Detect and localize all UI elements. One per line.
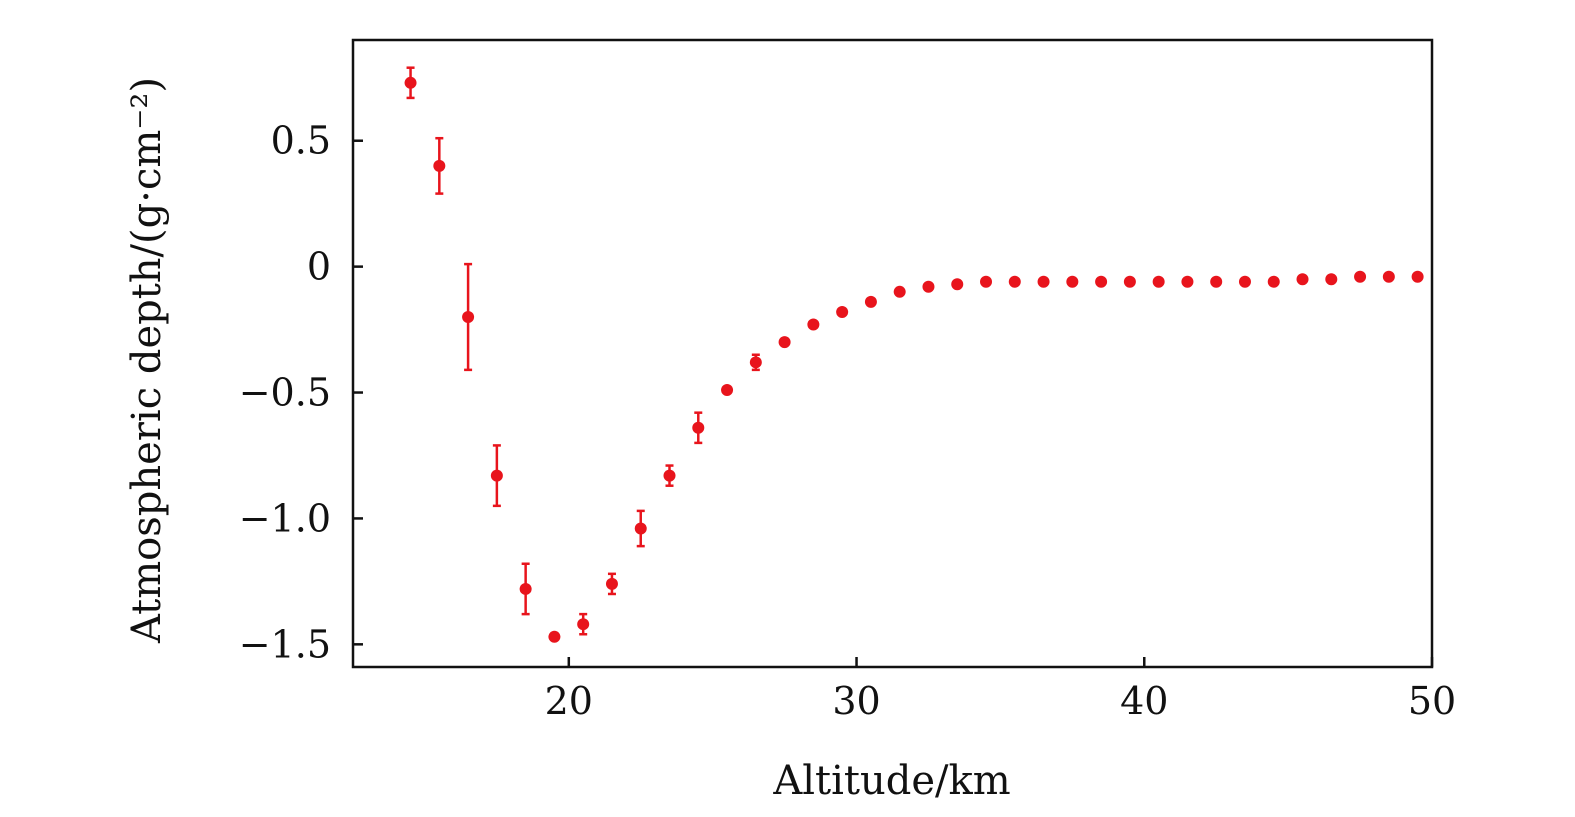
data-point xyxy=(462,310,475,323)
data-point xyxy=(1152,275,1165,288)
data-point xyxy=(836,305,849,318)
data-point xyxy=(490,469,503,482)
data-point xyxy=(1210,275,1223,288)
data-point xyxy=(1411,270,1424,283)
data-point xyxy=(864,295,877,308)
data-point xyxy=(778,336,791,349)
y-tick-label: −1.0 xyxy=(239,496,331,540)
x-tick-label: 50 xyxy=(1408,679,1456,723)
y-axis: 0.5 0 −0.5 −1.0 −1.5 xyxy=(239,119,363,666)
data-series xyxy=(404,66,1424,643)
data-point xyxy=(980,275,993,288)
data-point xyxy=(692,421,705,434)
data-point xyxy=(893,285,906,298)
data-point xyxy=(634,522,647,535)
data-point xyxy=(1382,270,1395,283)
data-point xyxy=(519,582,532,595)
data-point xyxy=(1095,275,1108,288)
data-point xyxy=(605,577,618,590)
data-point xyxy=(663,469,676,482)
data-point xyxy=(577,618,590,631)
data-point xyxy=(1267,275,1280,288)
data-point xyxy=(721,384,734,397)
x-axis-title: Altitude/km xyxy=(772,758,1010,804)
data-point xyxy=(1037,275,1050,288)
data-point xyxy=(951,278,964,291)
data-point xyxy=(749,356,762,369)
x-axis: 20 30 40 50 xyxy=(545,657,1456,723)
x-tick-label: 30 xyxy=(832,679,880,723)
y-tick-label: 0 xyxy=(307,245,331,289)
data-point xyxy=(1008,275,1021,288)
data-point xyxy=(1296,273,1309,286)
y-tick-label: 0.5 xyxy=(271,119,331,163)
y-axis-title: Atmospheric depth/(g·cm⁻²) xyxy=(124,77,170,644)
x-tick-label: 20 xyxy=(545,679,593,723)
plot-frame xyxy=(351,38,1434,669)
y-tick-label: −0.5 xyxy=(239,371,331,415)
data-point xyxy=(548,630,561,643)
data-point xyxy=(1181,275,1194,288)
data-point xyxy=(1238,275,1251,288)
data-point xyxy=(1066,275,1079,288)
data-point xyxy=(1123,275,1136,288)
data-point xyxy=(1325,273,1338,286)
x-tick-label: 40 xyxy=(1120,679,1168,723)
y-tick-label: −1.5 xyxy=(239,622,331,666)
data-point xyxy=(1354,270,1367,283)
data-point xyxy=(404,76,417,89)
data-point xyxy=(433,159,446,172)
data-point xyxy=(922,280,935,293)
data-point xyxy=(807,318,820,331)
